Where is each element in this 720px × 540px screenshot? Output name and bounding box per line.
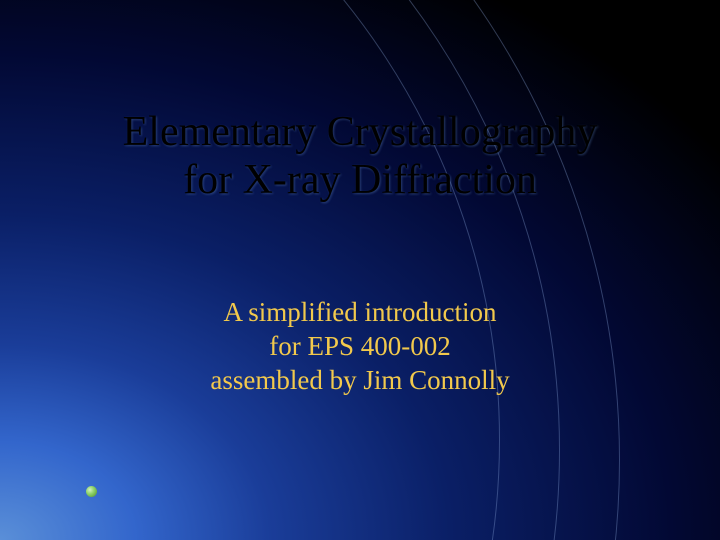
subtitle-line-1: A simplified introduction [224, 297, 497, 327]
subtitle-line-3: assembled by Jim Connolly [210, 365, 509, 395]
slide-subtitle: A simplified introduction for EPS 400-00… [0, 296, 720, 397]
decorative-arc-3 [0, 0, 620, 540]
bullet-icon [86, 486, 97, 497]
subtitle-line-2: for EPS 400-002 [269, 331, 451, 361]
title-line-2: for X-ray Diffraction [183, 157, 537, 203]
slide: Elementary Crystallography for X-ray Dif… [0, 0, 720, 540]
title-line-1: Elementary Crystallography [123, 109, 598, 155]
slide-title: Elementary Crystallography for X-ray Dif… [0, 108, 720, 205]
